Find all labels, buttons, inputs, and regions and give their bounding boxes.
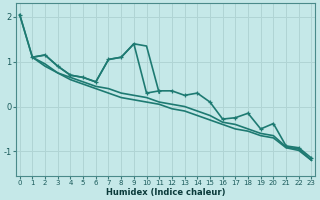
X-axis label: Humidex (Indice chaleur): Humidex (Indice chaleur) <box>106 188 225 197</box>
